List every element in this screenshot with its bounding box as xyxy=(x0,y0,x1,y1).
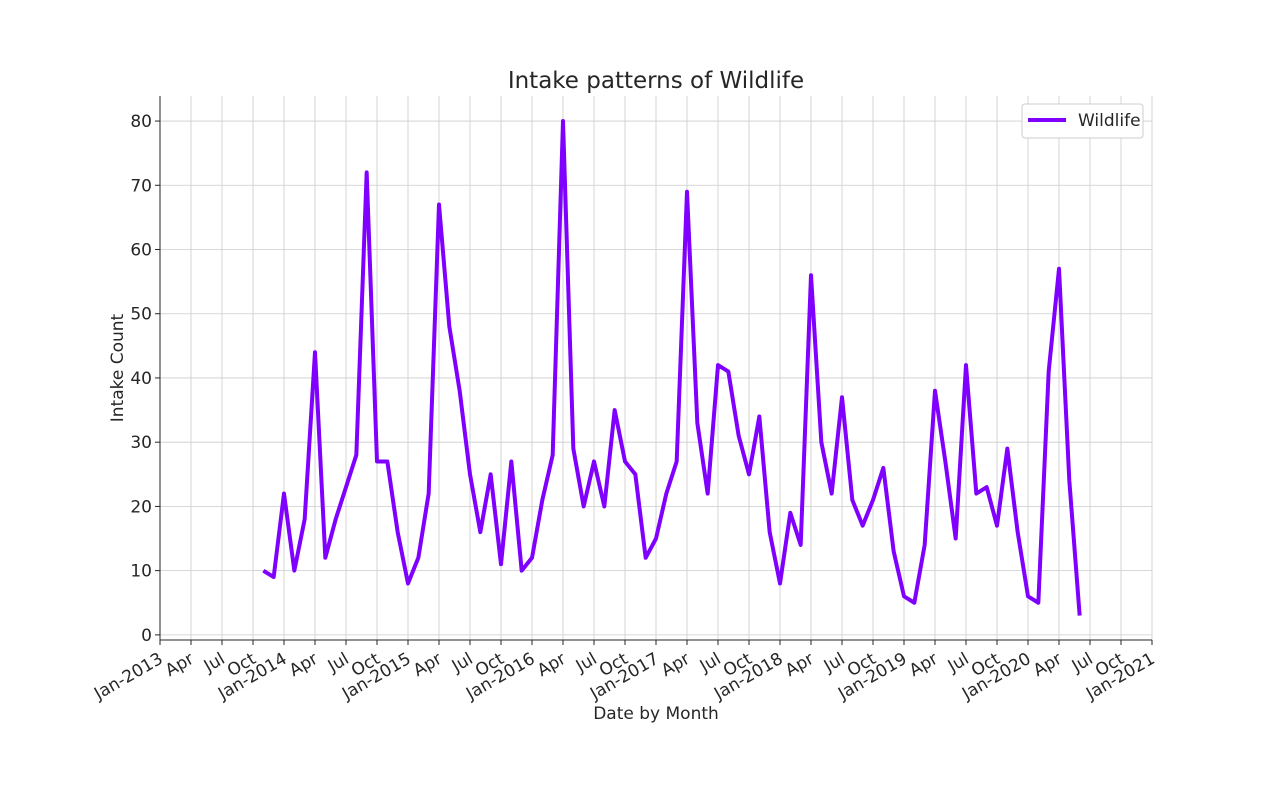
y-tick-label: 20 xyxy=(130,497,152,517)
y-tick-label: 30 xyxy=(130,433,152,453)
x-tick-label: Apr xyxy=(534,649,569,681)
y-tick-label: 40 xyxy=(130,369,152,389)
y-tick-label: 60 xyxy=(130,241,152,261)
x-tick-label: Apr xyxy=(286,649,321,681)
y-axis-label: Intake Count xyxy=(108,313,128,422)
x-tick-label: Apr xyxy=(658,649,693,681)
x-tick-label: Apr xyxy=(410,649,445,681)
legend-box xyxy=(1021,103,1144,139)
x-axis-label: Date by Month xyxy=(593,704,719,724)
y-tick-label: 10 xyxy=(130,562,152,582)
chart-title: Intake patterns of Wildlife xyxy=(508,68,804,94)
y-tick-label: 80 xyxy=(130,112,152,132)
legend-label: Wildlife xyxy=(1078,111,1141,131)
x-tick-label: Apr xyxy=(782,649,817,681)
y-tick-label: 0 xyxy=(141,626,152,646)
data-line xyxy=(262,119,1082,616)
x-tick-label: Jan-2013 xyxy=(90,649,166,705)
x-tick-label: Apr xyxy=(162,649,197,681)
x-tick-label: Apr xyxy=(906,649,941,681)
y-tick-label: 70 xyxy=(130,176,152,196)
y-tick-label: 50 xyxy=(130,305,152,325)
x-tick-label: Apr xyxy=(1030,649,1065,681)
